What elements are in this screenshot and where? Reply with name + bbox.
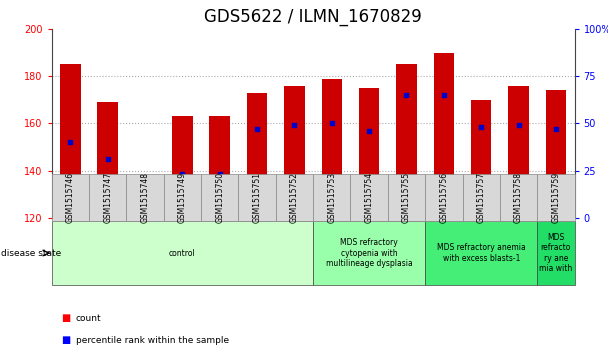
- Bar: [508, 86, 529, 218]
- Text: GSM1515750: GSM1515750: [215, 172, 224, 223]
- Text: GSM1515749: GSM1515749: [178, 172, 187, 223]
- Bar: [247, 93, 268, 218]
- Text: disease state: disease state: [1, 249, 61, 257]
- Point: [103, 156, 112, 162]
- Bar: [89, 174, 126, 221]
- Bar: [500, 174, 537, 221]
- Point: [140, 204, 150, 209]
- Bar: [60, 65, 81, 218]
- Point: [66, 139, 75, 145]
- Bar: [210, 116, 230, 218]
- Text: GSM1515748: GSM1515748: [140, 172, 150, 223]
- Text: GSM1515754: GSM1515754: [365, 172, 374, 223]
- Bar: [284, 86, 305, 218]
- Text: GSM1515747: GSM1515747: [103, 172, 112, 223]
- Bar: [238, 174, 276, 221]
- Bar: [396, 65, 416, 218]
- Text: MDS refractory anemia
with excess blasts-1: MDS refractory anemia with excess blasts…: [437, 244, 525, 263]
- Bar: [425, 174, 463, 221]
- Bar: [350, 174, 388, 221]
- Text: GSM1515758: GSM1515758: [514, 172, 523, 223]
- Bar: [359, 88, 379, 218]
- Bar: [388, 174, 425, 221]
- Text: ■: ■: [61, 313, 70, 323]
- Text: ■: ■: [61, 335, 70, 345]
- Bar: [52, 221, 313, 285]
- Text: control: control: [169, 249, 196, 258]
- Bar: [545, 90, 566, 218]
- Bar: [322, 78, 342, 218]
- Point: [215, 171, 224, 177]
- Point: [476, 124, 486, 130]
- Bar: [276, 174, 313, 221]
- Bar: [172, 116, 193, 218]
- Point: [439, 92, 449, 98]
- Bar: [537, 174, 575, 221]
- Text: count: count: [76, 314, 102, 323]
- Bar: [135, 187, 155, 218]
- Point: [289, 122, 299, 128]
- Text: GSM1515751: GSM1515751: [252, 172, 261, 223]
- Bar: [471, 100, 491, 218]
- Bar: [463, 174, 500, 221]
- Point: [252, 126, 262, 132]
- Text: GSM1515753: GSM1515753: [327, 172, 336, 223]
- Text: GSM1515756: GSM1515756: [440, 172, 448, 223]
- Point: [178, 171, 187, 177]
- Point: [402, 92, 412, 98]
- Text: GSM1515757: GSM1515757: [477, 172, 486, 223]
- Bar: [313, 221, 425, 285]
- Text: MDS refractory
cytopenia with
multilineage dysplasia: MDS refractory cytopenia with multilinea…: [326, 238, 412, 268]
- Text: percentile rank within the sample: percentile rank within the sample: [76, 336, 229, 345]
- Bar: [52, 174, 89, 221]
- Text: GSM1515755: GSM1515755: [402, 172, 411, 223]
- Bar: [126, 174, 164, 221]
- Bar: [434, 53, 454, 218]
- Bar: [164, 174, 201, 221]
- Point: [514, 122, 523, 128]
- Title: GDS5622 / ILMN_1670829: GDS5622 / ILMN_1670829: [204, 8, 422, 26]
- Text: GSM1515746: GSM1515746: [66, 172, 75, 223]
- Text: MDS
refracto
ry ane
mia with: MDS refracto ry ane mia with: [539, 233, 573, 273]
- Bar: [313, 174, 350, 221]
- Bar: [201, 174, 238, 221]
- Point: [327, 121, 337, 126]
- Bar: [537, 221, 575, 285]
- Text: GSM1515752: GSM1515752: [290, 172, 299, 223]
- Point: [364, 128, 374, 134]
- Bar: [97, 102, 118, 218]
- Text: GSM1515759: GSM1515759: [551, 172, 561, 223]
- Bar: [425, 221, 537, 285]
- Point: [551, 126, 561, 132]
